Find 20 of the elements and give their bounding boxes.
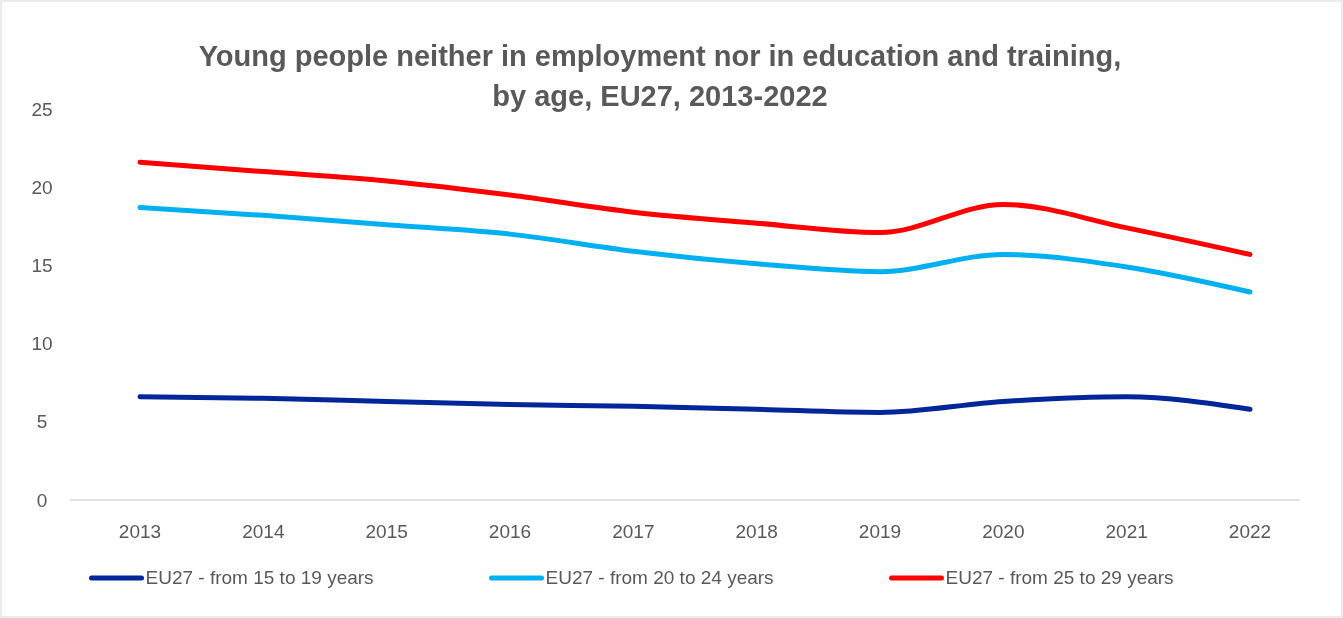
y-tick-label: 10: [31, 333, 53, 355]
x-tick-label: 2016: [488, 521, 532, 542]
x-tick-label: 2017: [612, 521, 655, 542]
x-tick-label: 2014: [242, 521, 285, 542]
y-tick-label: 5: [36, 411, 48, 433]
x-tick-label: 2013: [118, 521, 162, 542]
x-tick-label: 2020: [982, 521, 1025, 542]
y-tick-label: 25: [31, 98, 53, 120]
legend-label: EU27 - from 20 to 24 years: [545, 567, 774, 588]
x-tick-label: 2019: [858, 521, 902, 542]
legend-label: EU27 - from 15 to 19 years: [145, 567, 374, 588]
x-tick-label: 2018: [735, 521, 778, 542]
y-tick-label: 20: [31, 176, 53, 198]
x-tick-label: 2022: [1228, 521, 1272, 542]
y-tick-label: 15: [31, 255, 53, 277]
x-tick-label: 2015: [365, 521, 408, 542]
y-tick-label: 0: [36, 489, 48, 511]
x-tick-label: 2021: [1105, 521, 1148, 542]
chart-title: Young people neither in employment nor in education and training, by age, EU27, 2013-2022: [198, 40, 1122, 112]
legend-label: EU27 - from 25 to 29 years: [945, 567, 1174, 588]
